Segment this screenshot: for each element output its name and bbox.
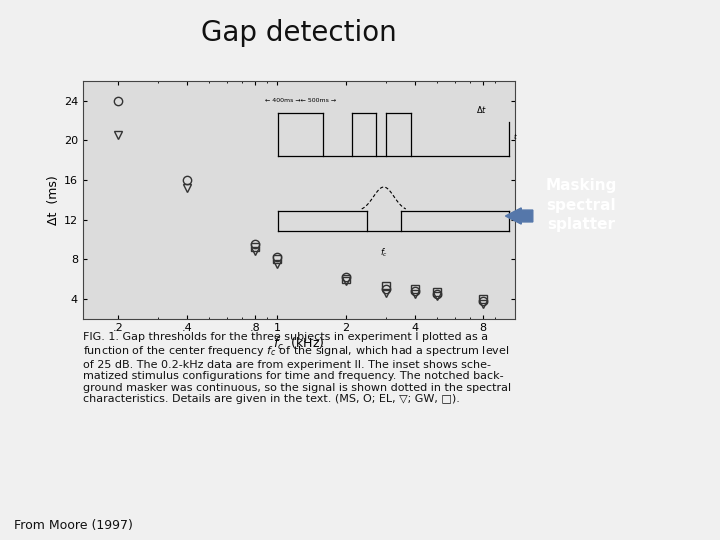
Text: Gap detection: Gap detection <box>201 19 397 47</box>
Text: From Moore (1997): From Moore (1997) <box>14 519 133 532</box>
X-axis label: $f_c$  (kHz): $f_c$ (kHz) <box>273 336 325 352</box>
Text: Masking
spectral
splatter: Masking spectral splatter <box>545 178 617 233</box>
Text: FIG. 1. Gap thresholds for the three subjects in experiment I plotted as a
funct: FIG. 1. Gap thresholds for the three sub… <box>83 332 511 404</box>
Text: ← 400ms →← 500ms →: ← 400ms →← 500ms → <box>265 98 336 104</box>
Text: $\Delta t$: $\Delta t$ <box>476 104 487 115</box>
Text: t: t <box>513 133 516 140</box>
Y-axis label: Δt  (ms): Δt (ms) <box>47 175 60 225</box>
Text: $f_c$: $f_c$ <box>379 247 388 259</box>
